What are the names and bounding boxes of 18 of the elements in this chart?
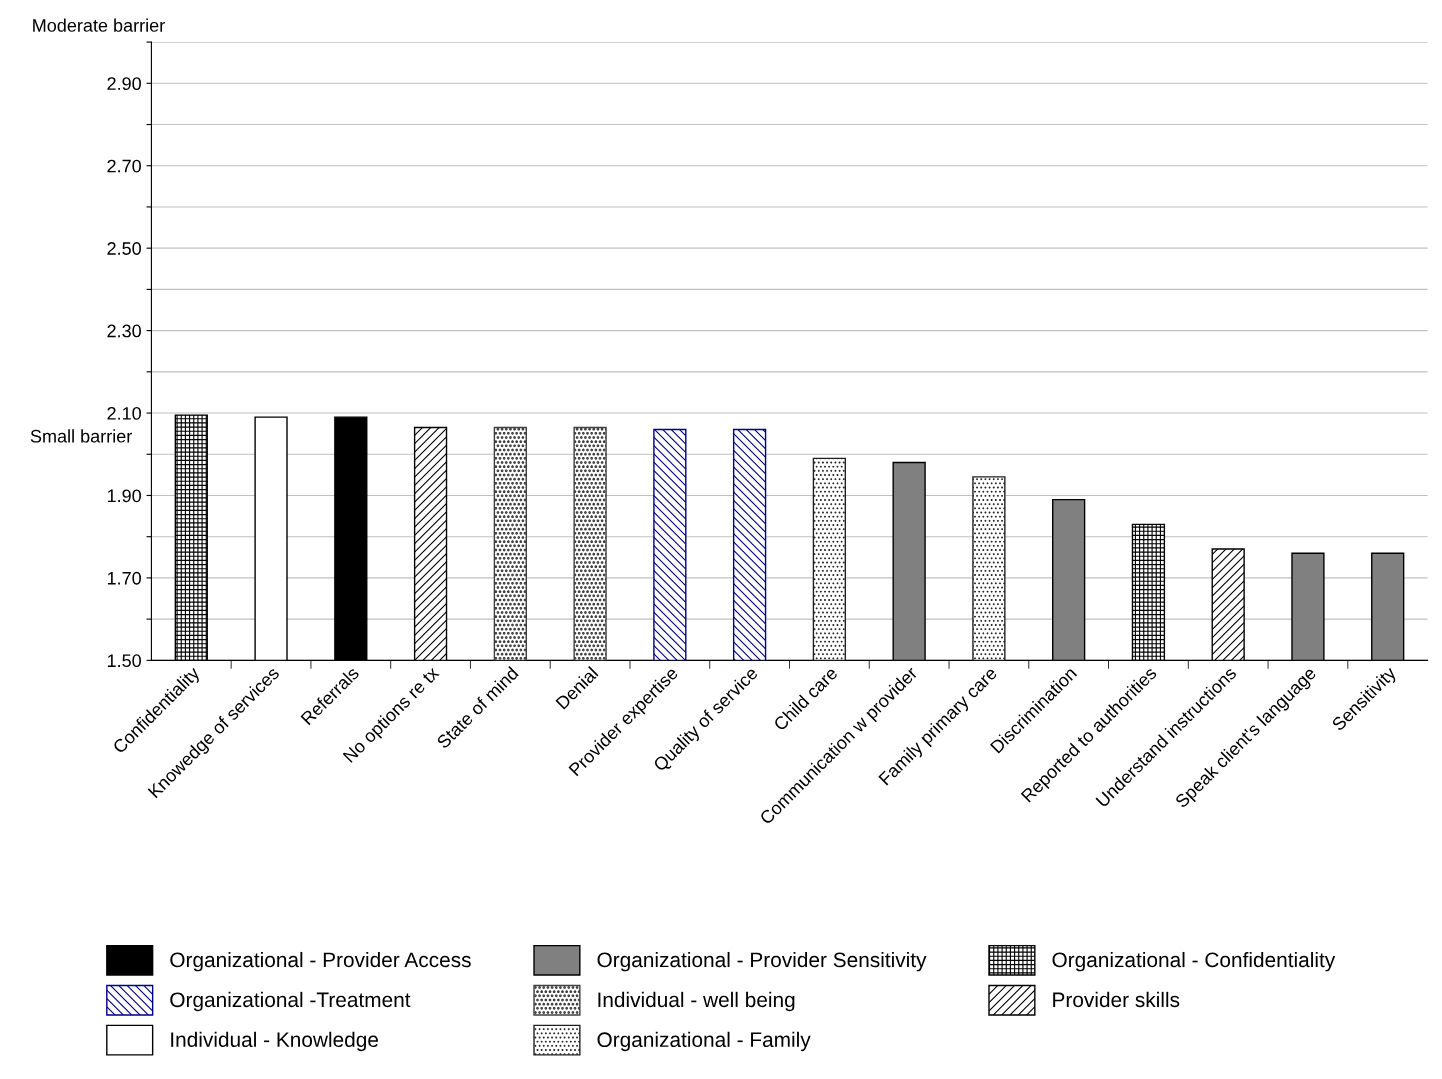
y-tick-label: 2.90 (107, 77, 141, 91)
y-tick-label: 2.30 (107, 324, 141, 338)
text: Small barrier (30, 429, 132, 443)
legend-label: Provider skills (1053, 991, 1180, 1008)
y-tick-label: 1.90 (107, 489, 141, 503)
legend-label: Organizational - Provider Access (170, 951, 471, 972)
legend-label: Organizational - Confidentiality (1052, 951, 1336, 972)
y-tick-label: 2.70 (107, 159, 141, 173)
legend-label: Individual - well being (598, 991, 795, 1012)
y-tick-label: 2.50 (107, 242, 141, 255)
legend-label: Individual - Knowledge (171, 1031, 379, 1052)
y-tick-label: 1.70 (107, 571, 141, 585)
legend-label: Organizational - Provider Sensitivity (597, 951, 927, 972)
y-tick-label: 1.50 (107, 654, 141, 668)
legend-label: Organizational - Family (597, 1031, 811, 1052)
legend-label: Organizational -Treatment (170, 991, 411, 1012)
text: Moderate barrier (33, 18, 165, 32)
y-tick-label: 2.10 (107, 406, 141, 420)
